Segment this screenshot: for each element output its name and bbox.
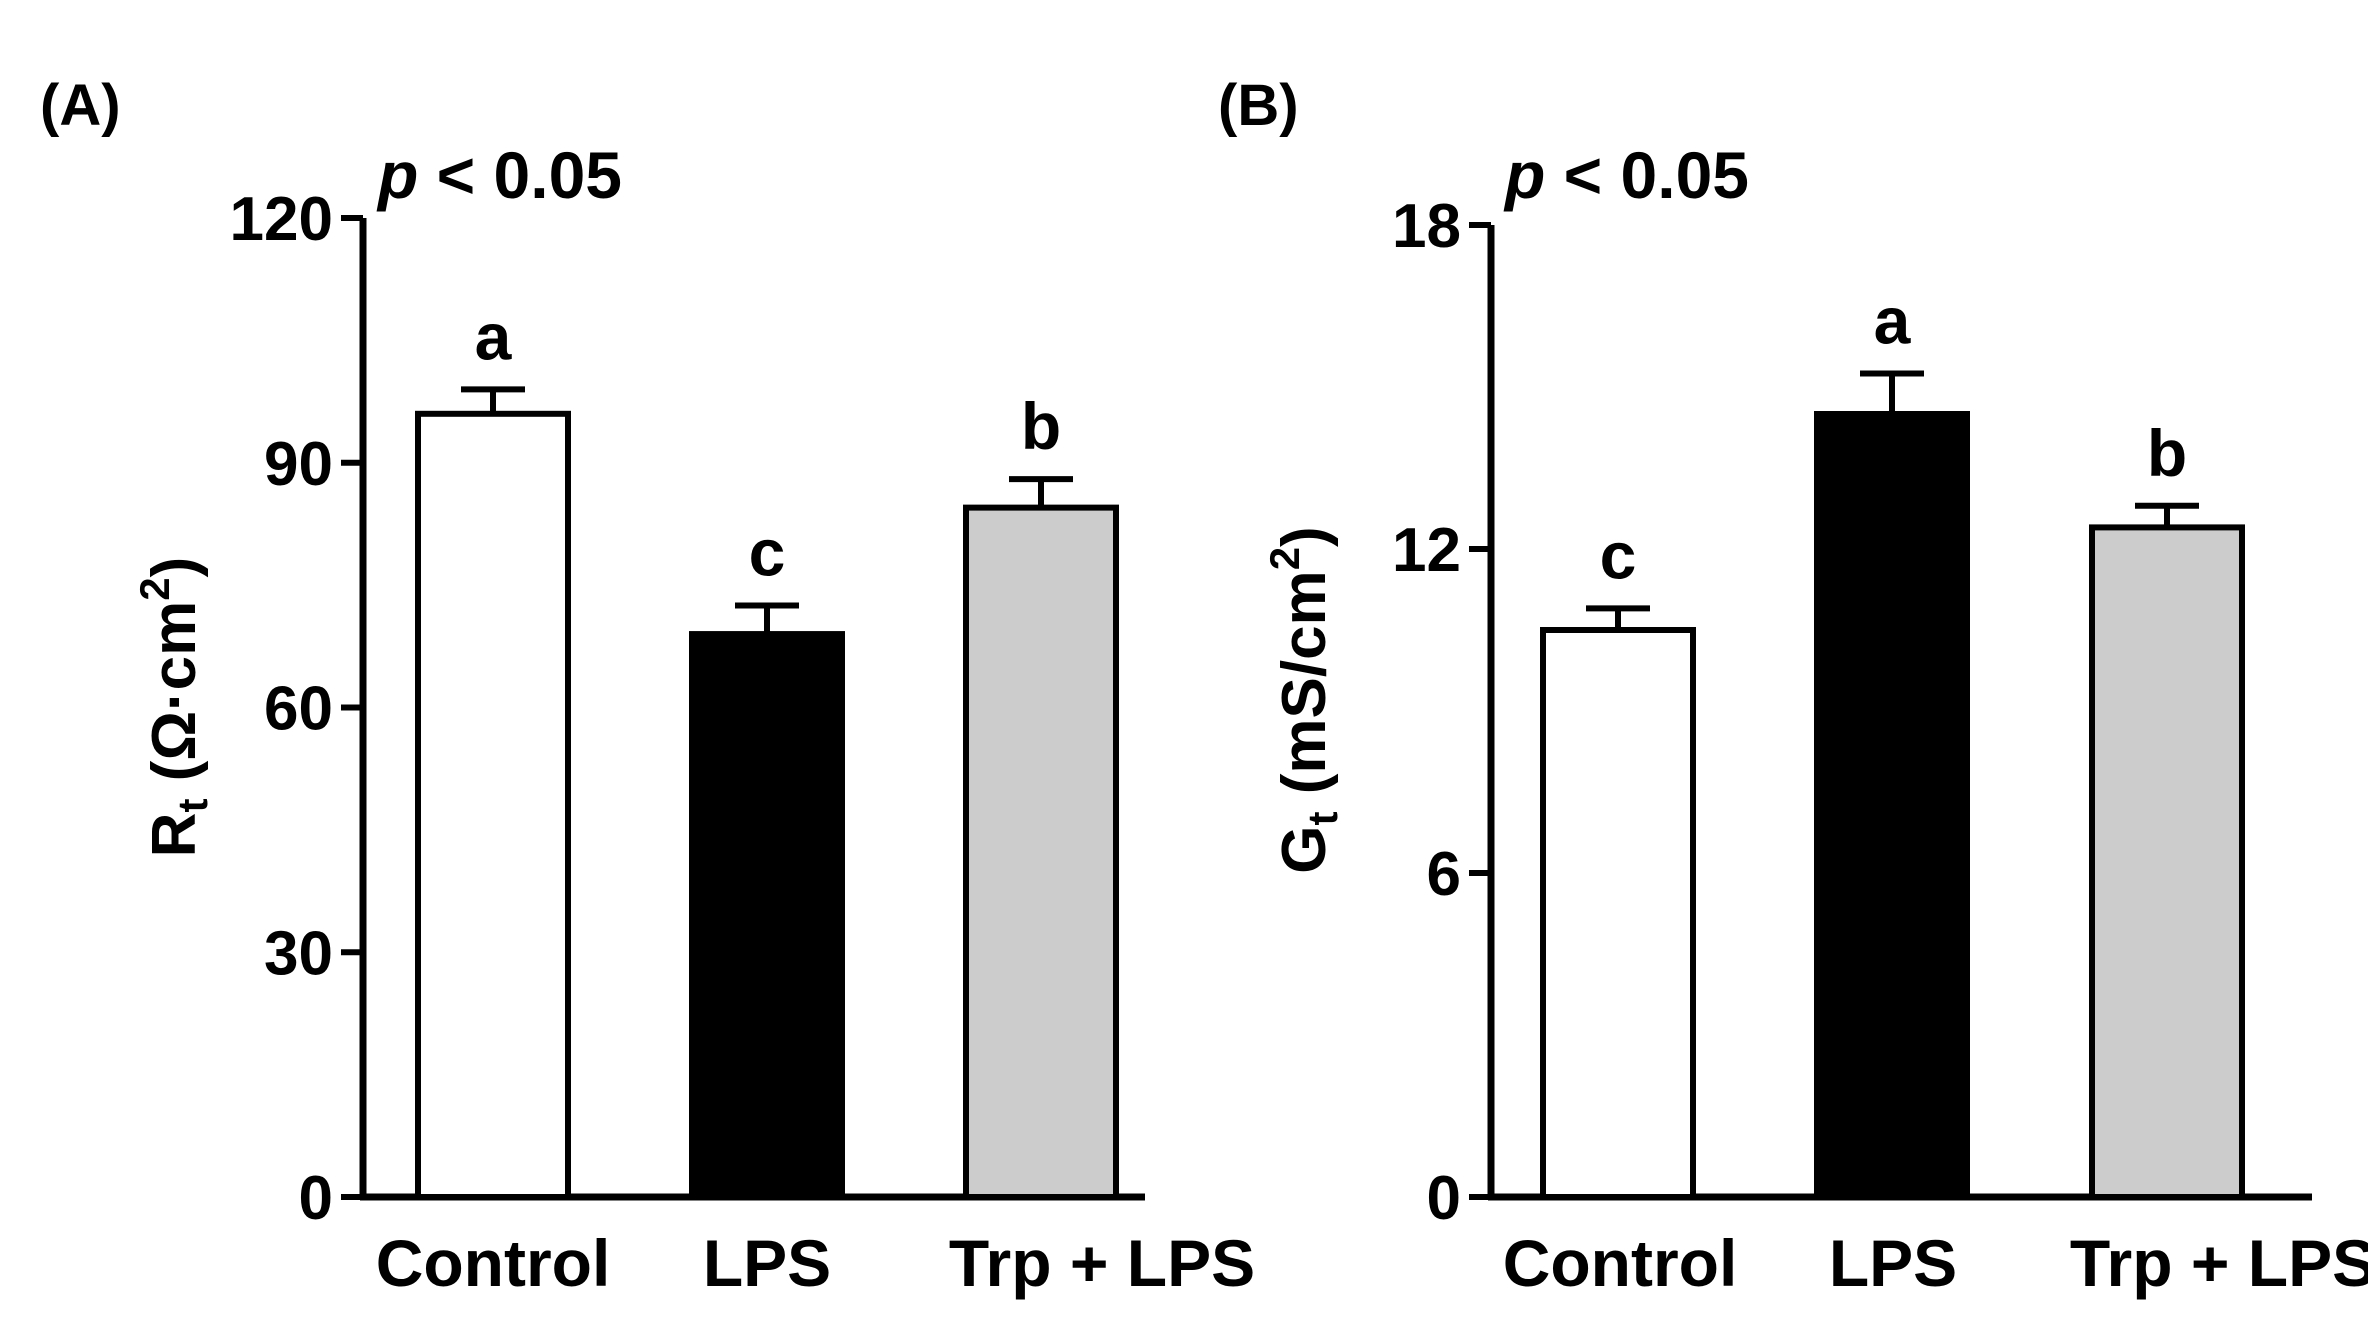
p-symbol: p bbox=[1503, 138, 1545, 212]
panel-b: (B) p < 0.05 Gt (mS/cm2) 0 6 12 18 c Control a LPS… bbox=[1218, 73, 2368, 1300]
panel-a: (A) p < 0.05 Rt (Ω·cm2) 0 30 60 90 120 a Control c… bbox=[40, 73, 1255, 1300]
y-label-main: R bbox=[140, 813, 209, 858]
y-tick-label: 60 bbox=[264, 675, 333, 744]
y-label-unit-close: ) bbox=[140, 557, 209, 578]
y-tick-label: 30 bbox=[264, 919, 333, 988]
y-label-main: G bbox=[1270, 825, 1339, 873]
y-tick-label: 12 bbox=[1392, 516, 1461, 585]
y-tick-label: 0 bbox=[1427, 1164, 1461, 1233]
x-category-label: Trp + LPS bbox=[949, 1226, 1255, 1300]
y-tick-label: 90 bbox=[264, 430, 333, 499]
x-category-label: Trp + LPS bbox=[2070, 1226, 2368, 1300]
panel-label: (A) bbox=[40, 73, 121, 138]
y-label-unit-close: ) bbox=[1270, 526, 1339, 547]
x-category-label: LPS bbox=[1829, 1226, 1957, 1300]
bar-lps bbox=[689, 631, 845, 1200]
bar-control bbox=[415, 410, 571, 1200]
y-axis-label: Rt (Ω·cm2) bbox=[131, 557, 216, 858]
y-tick-label: 6 bbox=[1427, 840, 1461, 909]
significance-label: p < 0.05 bbox=[376, 138, 622, 212]
y-label-unit-open: (mS/cm bbox=[1270, 570, 1339, 811]
bar-trp-lps bbox=[2089, 524, 2245, 1200]
panel-label: (B) bbox=[1218, 73, 1299, 138]
p-threshold: < 0.05 bbox=[418, 138, 622, 212]
significance-label: p < 0.05 bbox=[1503, 138, 1749, 212]
significance-letter: b bbox=[2147, 416, 2187, 490]
y-label-sub: t bbox=[169, 799, 216, 813]
x-category-label: Control bbox=[376, 1226, 611, 1300]
p-threshold: < 0.05 bbox=[1545, 138, 1749, 212]
x-category-label: Control bbox=[1503, 1226, 1738, 1300]
bar-control bbox=[1540, 627, 1696, 1200]
significance-letter: a bbox=[1874, 284, 1912, 358]
y-label-sub: t bbox=[1299, 811, 1346, 825]
y-tick-label: 18 bbox=[1392, 192, 1461, 261]
y-tick-label: 0 bbox=[299, 1164, 333, 1233]
significance-letter: c bbox=[749, 516, 786, 590]
y-label-unit-open: (Ω·cm bbox=[140, 601, 209, 799]
y-axis-label: Gt (mS/cm2) bbox=[1261, 526, 1346, 873]
p-symbol: p bbox=[376, 138, 418, 212]
bar-lps bbox=[1814, 411, 1970, 1200]
significance-letter: b bbox=[1021, 389, 1061, 463]
y-label-sup: 2 bbox=[131, 577, 178, 600]
y-tick-label: 120 bbox=[230, 185, 333, 254]
y-label-sup: 2 bbox=[1261, 547, 1308, 570]
significance-letter: c bbox=[1600, 518, 1637, 592]
bar-trp-lps bbox=[963, 504, 1119, 1200]
significance-letter: a bbox=[475, 299, 513, 373]
x-category-label: LPS bbox=[703, 1226, 831, 1300]
